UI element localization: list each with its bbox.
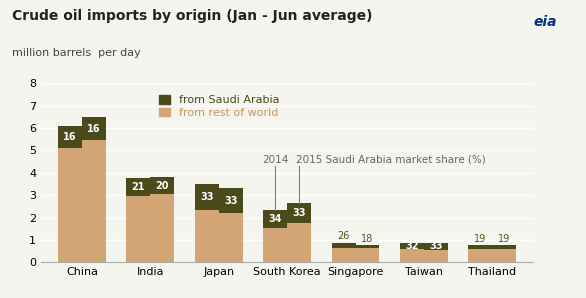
Text: 26: 26 xyxy=(338,232,350,241)
Bar xyxy=(127,196,151,262)
Bar xyxy=(151,177,175,194)
Bar xyxy=(82,140,106,262)
Text: 2014: 2014 xyxy=(262,155,288,164)
Bar xyxy=(332,248,356,262)
Text: 2015 Saudi Arabia market share (%): 2015 Saudi Arabia market share (%) xyxy=(296,155,485,164)
Bar xyxy=(219,189,243,213)
Text: 34: 34 xyxy=(268,214,282,224)
Text: eia: eia xyxy=(533,15,557,29)
Bar xyxy=(82,117,106,140)
Text: 33: 33 xyxy=(429,241,442,252)
Bar xyxy=(58,126,82,148)
Text: 18: 18 xyxy=(362,234,374,244)
Text: 32: 32 xyxy=(405,241,418,251)
Bar xyxy=(219,213,243,262)
Bar xyxy=(492,246,516,249)
Text: 20: 20 xyxy=(156,181,169,191)
Bar xyxy=(287,203,311,223)
Text: 19: 19 xyxy=(498,234,510,244)
Text: 33: 33 xyxy=(292,208,306,218)
Legend: from Saudi Arabia, from rest of world: from Saudi Arabia, from rest of world xyxy=(155,91,284,122)
Text: 33: 33 xyxy=(200,192,213,202)
Bar xyxy=(356,246,380,249)
Text: 16: 16 xyxy=(63,132,77,142)
Text: 16: 16 xyxy=(87,124,101,134)
Bar xyxy=(400,243,424,249)
Text: 33: 33 xyxy=(224,196,237,206)
Bar xyxy=(424,249,448,262)
Text: million barrels  per day: million barrels per day xyxy=(12,48,141,58)
Bar xyxy=(195,184,219,210)
Bar xyxy=(492,249,516,262)
Bar xyxy=(356,249,380,262)
Text: Crude oil imports by origin (Jan - Jun average): Crude oil imports by origin (Jan - Jun a… xyxy=(12,9,372,23)
Bar xyxy=(263,210,287,228)
Text: 21: 21 xyxy=(132,182,145,192)
Bar xyxy=(195,210,219,262)
Bar xyxy=(468,249,492,262)
Bar xyxy=(127,179,151,196)
Bar xyxy=(287,223,311,262)
Bar xyxy=(151,194,175,262)
Text: 19: 19 xyxy=(474,234,486,244)
Bar xyxy=(332,243,356,248)
Bar xyxy=(58,148,82,262)
Bar xyxy=(424,243,448,249)
Bar xyxy=(263,228,287,262)
Bar xyxy=(400,249,424,262)
Bar xyxy=(468,246,492,249)
